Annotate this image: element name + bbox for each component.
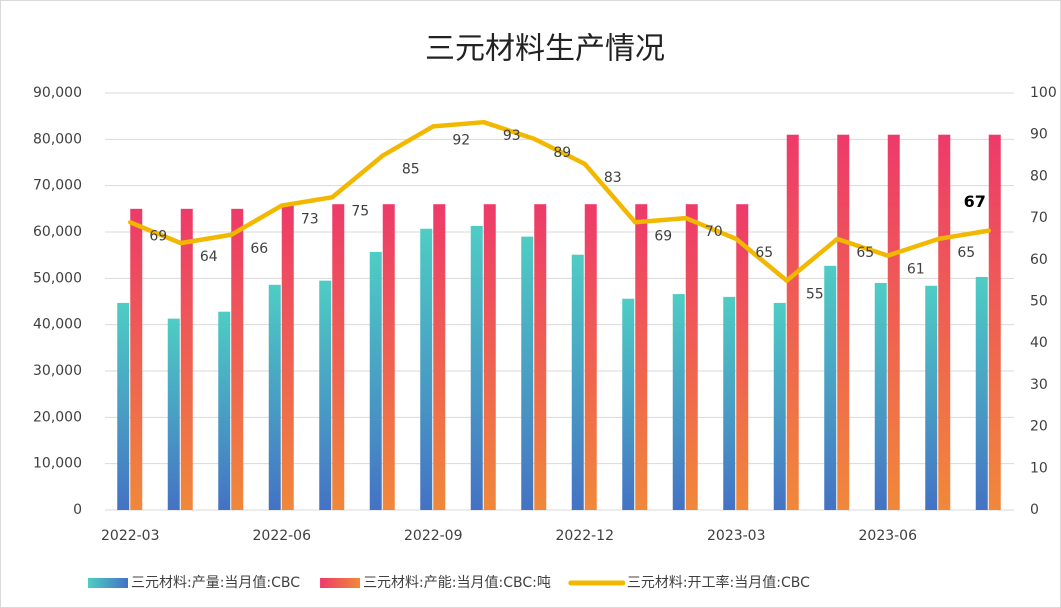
y2-tick-label: 30: [1030, 377, 1048, 393]
y2-tick-label: 90: [1030, 127, 1048, 143]
data-label: 89: [553, 145, 571, 161]
legend-label: 三元材料:产量:当月值:CBC: [131, 575, 300, 591]
bar: [332, 204, 345, 510]
data-label: 92: [452, 132, 470, 148]
bar: [736, 204, 749, 510]
y2-tick-label: 80: [1030, 168, 1048, 184]
line: [128, 119, 991, 283]
data-label: 93: [503, 128, 521, 144]
chart-title: 三元材料生产情况: [425, 32, 665, 67]
bar: [382, 204, 395, 510]
y-tick-label: 90,000: [33, 85, 82, 101]
y-tick-label: 30,000: [33, 363, 82, 379]
bar: [975, 276, 988, 510]
data-label: 70: [705, 224, 723, 240]
y-tick-label: 40,000: [33, 317, 82, 333]
y2-tick-label: 50: [1030, 294, 1048, 310]
bar: [685, 204, 698, 510]
x-tick-label: 2022-03: [101, 528, 160, 544]
y-tick-label: 60,000: [33, 224, 82, 240]
bar: [874, 282, 887, 510]
bar: [218, 311, 231, 510]
bar: [786, 134, 799, 510]
y-tick-label: 0: [73, 502, 82, 518]
x-tick-label: 2022-06: [253, 528, 312, 544]
bar: [167, 318, 180, 510]
bar: [988, 134, 1001, 510]
y2-tick-label: 20: [1030, 419, 1048, 435]
bar: [622, 298, 635, 510]
data-label: 73: [301, 212, 319, 228]
data-label: 66: [250, 241, 268, 257]
y2-tick-label: 60: [1030, 252, 1048, 268]
bar: [130, 208, 143, 511]
data-label: 85: [402, 162, 420, 178]
bar: [635, 204, 648, 510]
legend-swatch: [320, 578, 361, 588]
data-label: 65: [957, 245, 975, 261]
y-tick-label: 10,000: [33, 456, 82, 472]
data-label: 64: [200, 249, 218, 265]
bar: [470, 225, 483, 510]
bar: [319, 280, 332, 510]
legend-label: 三元材料:开工率:当月值:CBC: [627, 574, 810, 591]
bar: [281, 204, 294, 510]
bar: [369, 251, 382, 510]
data-label: 69: [654, 228, 672, 244]
bar: [268, 284, 281, 510]
bar: [837, 134, 850, 510]
data-label: 65: [755, 245, 773, 261]
x-tick-label: 2023-06: [859, 528, 918, 544]
y-tick-label: 20,000: [33, 409, 82, 425]
bar: [584, 204, 597, 510]
bar: [117, 302, 130, 510]
x-tick-label: 2023-03: [707, 528, 766, 544]
y2-tick-label: 10: [1030, 460, 1048, 476]
x-tick-label: 2022-09: [404, 528, 463, 544]
bar: [925, 285, 938, 510]
y-tick-label: 70,000: [33, 178, 82, 194]
bar: [938, 134, 951, 510]
y2-tick-label: 70: [1030, 210, 1048, 226]
data-label: 69: [149, 228, 167, 244]
bar: [420, 228, 433, 511]
bar: [723, 296, 736, 510]
legend-swatch: [88, 578, 128, 588]
y2-tick-label: 40: [1030, 335, 1048, 351]
data-label: 83: [604, 170, 622, 186]
bar: [433, 204, 446, 510]
bar: [483, 204, 496, 510]
data-label: 65: [856, 245, 874, 261]
bar: [521, 236, 534, 510]
x-tick-label: 2022-12: [556, 528, 615, 544]
y-tick-label: 80,000: [33, 131, 82, 147]
data-label: 67: [964, 192, 986, 211]
legend-label: 三元材料:产能:当月值:CBC:吨: [363, 575, 551, 591]
bar: [180, 208, 193, 511]
y2-tick-label: 0: [1030, 502, 1039, 518]
data-label: 75: [351, 203, 369, 219]
data-label: 55: [806, 287, 824, 303]
y-tick-label: 50,000: [33, 270, 82, 286]
data-label: 61: [907, 262, 925, 278]
y2-tick-label: 100: [1030, 85, 1057, 101]
bar: [231, 208, 244, 511]
bar: [672, 294, 685, 510]
bar: [773, 302, 786, 510]
bar: [887, 134, 900, 510]
bar: [824, 265, 837, 510]
bar: [534, 204, 547, 510]
bar: [571, 254, 584, 510]
